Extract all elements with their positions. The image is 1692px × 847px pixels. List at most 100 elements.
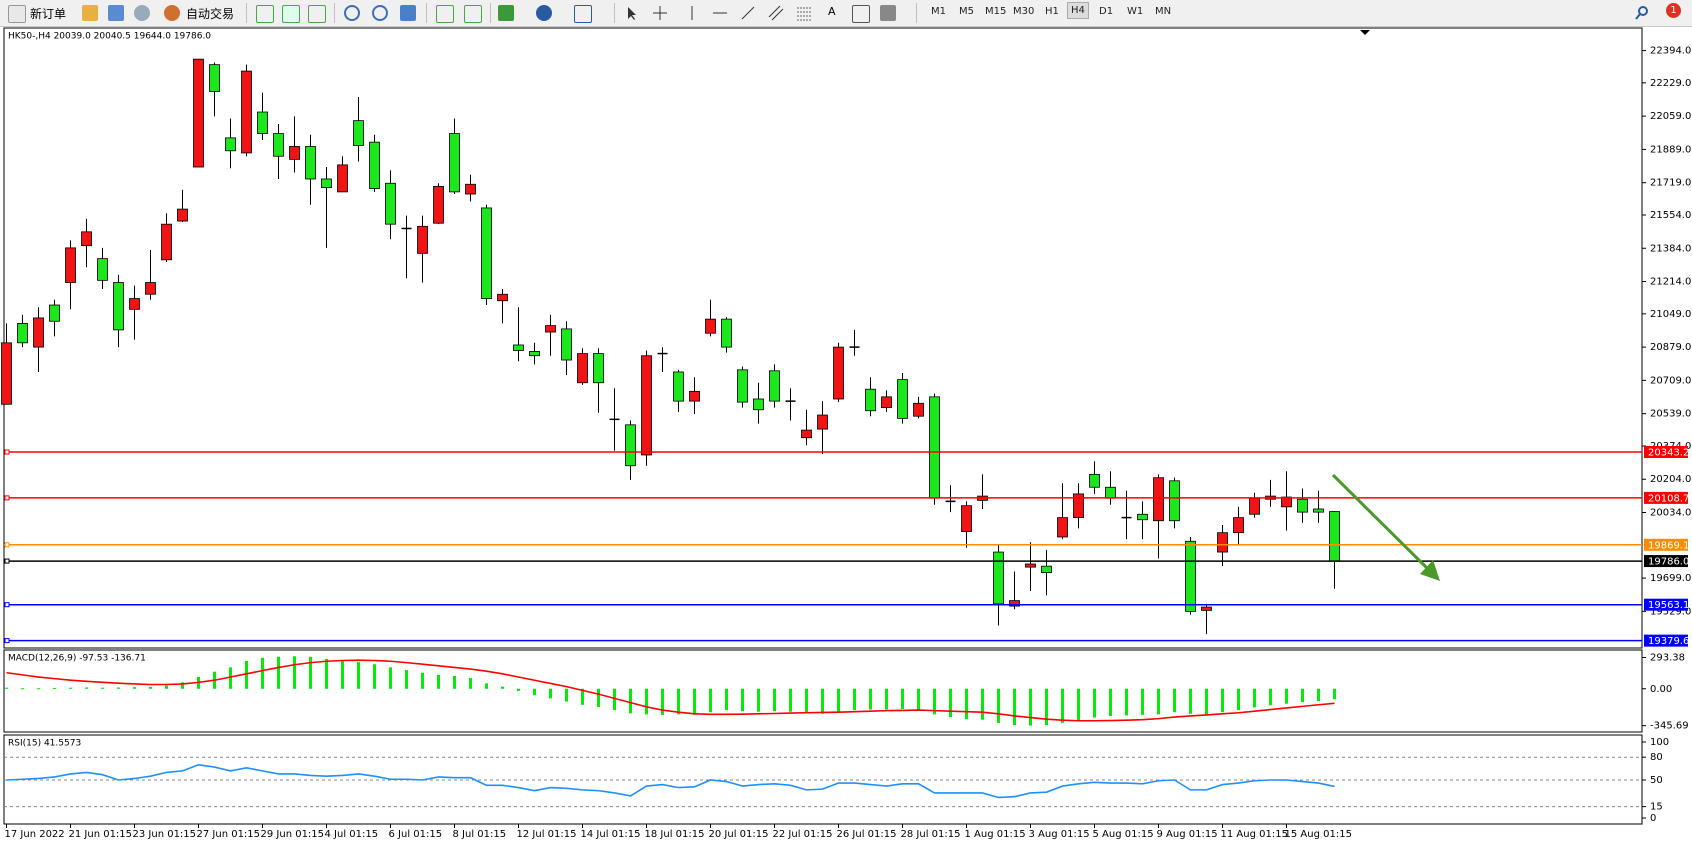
histogram-bar: [725, 688, 728, 711]
x-tick-label: 1 Aug 01:15: [965, 829, 1026, 840]
histogram-bar: [1173, 688, 1176, 713]
search-icon[interactable]: [1634, 5, 1650, 21]
icon: [653, 6, 667, 20]
candle-body: [1073, 493, 1084, 519]
toolbar-icon[interactable]: [108, 5, 124, 21]
bar-chart-icon[interactable]: [256, 5, 274, 23]
candle-body: [305, 146, 316, 180]
crosshair-icon[interactable]: [652, 5, 668, 21]
candle-body: [81, 231, 92, 247]
auto-trading-button[interactable]: 自动交易: [186, 7, 235, 21]
new-order-icon[interactable]: [8, 5, 26, 23]
candle-body: [881, 396, 892, 408]
histogram-bar: [357, 662, 360, 689]
candle-body: [1313, 508, 1324, 513]
histogram-bar: [645, 688, 648, 715]
candle-body: [673, 371, 684, 402]
indicator-line: [6, 763, 1335, 799]
histogram-bar: [1301, 688, 1304, 703]
zoom-in-icon[interactable]: [344, 5, 360, 21]
histogram-bar: [629, 688, 632, 714]
histogram-bar: [165, 685, 168, 689]
histogram-bar: [277, 656, 280, 689]
trendline-icon[interactable]: [740, 5, 756, 21]
annotation-arrow: [1331, 473, 1434, 575]
candle-body: [961, 505, 972, 532]
timeframe-button[interactable]: H1: [1045, 6, 1059, 17]
notification-badge[interactable]: 1: [1666, 3, 1681, 18]
x-tick-label: 4 Jul 01:15: [325, 829, 379, 840]
icon-shape: [768, 5, 784, 21]
candle-body: [33, 317, 44, 348]
histogram-bar: [965, 688, 968, 720]
zoom-out-icon[interactable]: [372, 5, 388, 21]
indicators-icon[interactable]: [498, 5, 514, 21]
autoscroll-icon[interactable]: [436, 5, 454, 23]
x-tick-label: 18 Jul 01:15: [645, 829, 705, 840]
timeframe-button[interactable]: W1: [1127, 6, 1144, 17]
separator: [916, 3, 917, 23]
candle-body: [497, 293, 508, 302]
histogram-bar: [373, 664, 376, 689]
histogram-bar: [661, 688, 664, 715]
toolbar-icon[interactable]: [134, 5, 150, 21]
candle-body: [225, 137, 236, 152]
shift-icon[interactable]: [464, 5, 482, 23]
level-label: 20343.2: [1648, 447, 1689, 458]
histogram-bar: [949, 688, 952, 718]
toolbar-icon[interactable]: [82, 5, 98, 21]
candle-body: [273, 133, 284, 157]
candle-body: [577, 353, 588, 384]
periods-icon[interactable]: [536, 5, 552, 21]
candle-body: [721, 318, 732, 348]
timeframe-button[interactable]: H4: [1067, 2, 1089, 19]
label-tool[interactable]: [852, 5, 870, 23]
candle-body: [689, 390, 700, 402]
y-tick-label: 21889.0: [1650, 144, 1691, 155]
histogram-bar: [5, 687, 8, 689]
channel-icon[interactable]: [768, 5, 784, 21]
candle-chart-icon[interactable]: [282, 5, 300, 23]
candle-body: [1169, 480, 1180, 522]
histogram-bar: [485, 683, 488, 689]
new-order-button[interactable]: 新订单: [30, 7, 67, 21]
histogram-bar: [1157, 688, 1160, 715]
level-handle: [4, 542, 10, 548]
timeframe-button[interactable]: M15: [985, 6, 1007, 17]
y-tick-label: 21384.0: [1650, 243, 1691, 254]
timeframe-button[interactable]: D1: [1099, 6, 1114, 17]
histogram-bar: [1221, 688, 1224, 713]
y-tick-label: 19699.0: [1650, 573, 1691, 584]
y-tick-label: 22229.0: [1650, 78, 1691, 89]
separator: [614, 3, 615, 23]
candle-body: [529, 351, 540, 357]
cursor-icon[interactable]: [624, 5, 640, 21]
histogram-bar: [517, 688, 520, 691]
icon: [1635, 6, 1648, 20]
arrows-tool[interactable]: [880, 5, 896, 21]
tile-icon[interactable]: [400, 5, 416, 21]
timeframe-button[interactable]: M1: [931, 6, 946, 17]
hline-icon[interactable]: [712, 5, 728, 21]
histogram-bar: [341, 661, 344, 689]
histogram-bar: [821, 688, 824, 714]
panel-title: RSI(15) 41.5573: [8, 739, 81, 749]
templates-icon[interactable]: [574, 5, 592, 23]
timeframe-button[interactable]: MN: [1155, 6, 1172, 17]
shift-marker: [1360, 30, 1370, 35]
y-tick-label: 50: [1650, 775, 1663, 786]
level-handle: [4, 638, 10, 644]
auto-trading-icon[interactable]: [164, 5, 180, 21]
fibo-icon[interactable]: [796, 5, 812, 21]
candle-body: [241, 70, 252, 154]
timeframe-button[interactable]: M30: [1013, 6, 1035, 17]
timeframe-button[interactable]: M5: [959, 6, 974, 17]
line-chart-icon[interactable]: [308, 5, 326, 23]
plot-area: [6, 763, 1335, 799]
candle-body: [833, 346, 844, 400]
y-tick-label: 293.38: [1650, 652, 1685, 663]
x-tick-label: 11 Aug 01:15: [1221, 829, 1288, 840]
candle-body: [49, 304, 60, 322]
vline-icon[interactable]: [684, 5, 700, 21]
text-tool[interactable]: A: [828, 5, 836, 18]
